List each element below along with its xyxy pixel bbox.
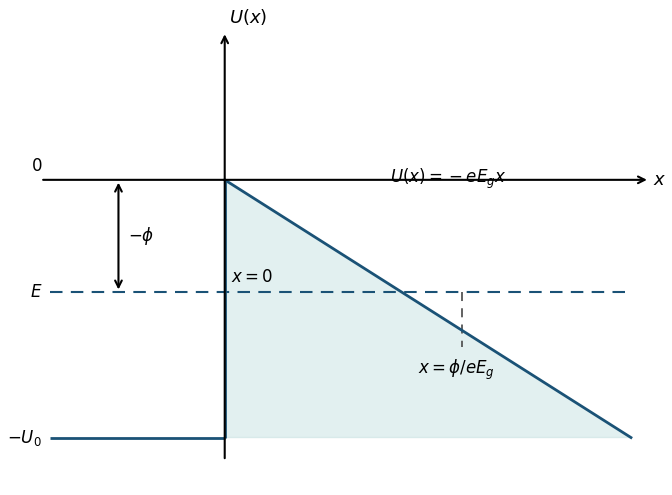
Text: $U(x) = -eE_g x$: $U(x) = -eE_g x$ xyxy=(390,166,506,191)
Polygon shape xyxy=(224,180,631,438)
Text: $x = 0$: $x = 0$ xyxy=(231,268,273,286)
Text: $-\phi$: $-\phi$ xyxy=(128,225,154,247)
Text: 0: 0 xyxy=(32,157,42,175)
Text: $-U_0$: $-U_0$ xyxy=(7,428,42,447)
Text: $x = \phi/eE_g$: $x = \phi/eE_g$ xyxy=(417,358,495,382)
Text: $x$: $x$ xyxy=(653,171,666,189)
Text: $U(x)$: $U(x)$ xyxy=(229,7,267,27)
Text: $E$: $E$ xyxy=(30,283,42,301)
